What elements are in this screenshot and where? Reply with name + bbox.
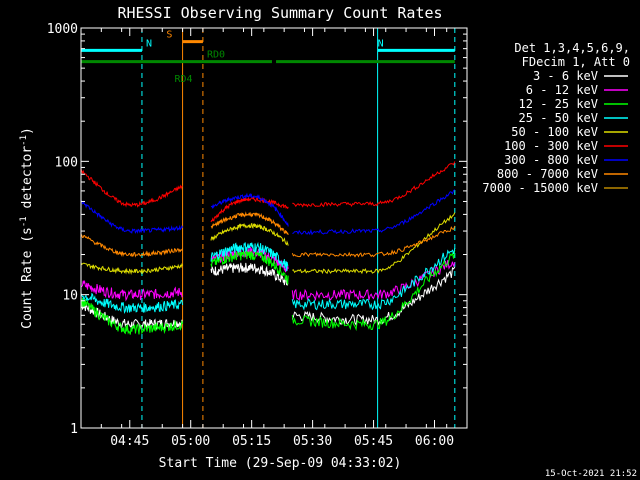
- axes-layer: 1 10 100 1000 04:45 05:00 05:15 05:30 05:45 06:00: [47, 22, 468, 449]
- legend-label-5: 100 - 300 keV: [504, 139, 598, 153]
- legend-label-0: 3 - 6 keV: [533, 69, 598, 83]
- y-axis-label-part2: detector: [20, 146, 35, 217]
- y-axis-label-part1: Count Rate (s: [20, 227, 35, 329]
- flag-label-2: S: [166, 30, 172, 41]
- series-5-segment-1: [210, 195, 289, 223]
- legend: Det 1,3,4,5,6,9, FDecim 1, Att 0 3 - 6 k…: [482, 41, 630, 195]
- series-2-segment-0: [80, 297, 184, 335]
- y-axis-label-sup1: -1: [19, 216, 29, 227]
- legend-label-8: 7000 - 15000 keV: [482, 181, 598, 195]
- x-tick-label-0: 04:45: [110, 434, 149, 449]
- series-6-segment-0: [80, 199, 184, 235]
- plot-layer: N N S RD0 RD4: [80, 28, 456, 428]
- x-tick-label-3: 05:30: [293, 434, 332, 449]
- y-tick-label-3: 1000: [47, 22, 78, 37]
- footer-timestamp: 15-Oct-2021 21:52: [545, 469, 637, 479]
- x-tick-label-2: 05:15: [232, 434, 271, 449]
- flag-label-1: N: [378, 38, 384, 49]
- series-4-segment-2: [292, 212, 456, 275]
- y-axis-label-part3: ): [20, 127, 35, 135]
- series-0-segment-2: [291, 266, 456, 327]
- legend-label-7: 800 - 7000 keV: [497, 167, 598, 181]
- series-6-segment-2: [292, 189, 456, 236]
- series-5-segment-0: [80, 168, 183, 208]
- series-3-segment-1: [210, 241, 289, 272]
- y-tick-label-1: 10: [62, 289, 78, 304]
- series-7-segment-0: [80, 234, 184, 258]
- flag-label-5: RD4: [174, 74, 192, 85]
- series-4-segment-0: [80, 262, 184, 275]
- series-3-segment-0: [80, 292, 184, 314]
- series-0-segment-1: [210, 262, 289, 286]
- legend-label-3: 25 - 50 keV: [519, 111, 598, 125]
- legend-header-2: FDecim 1, Att 0: [522, 55, 630, 69]
- x-tick-label-5: 06:00: [415, 434, 454, 449]
- legend-label-1: 6 - 12 keV: [526, 83, 598, 97]
- series-3-segment-2: [291, 247, 456, 311]
- plot-frame: [80, 27, 468, 429]
- series-2-segment-1: [210, 250, 289, 286]
- x-axis-label: Start Time (29-Sep-09 04:33:02): [159, 456, 402, 471]
- legend-label-4: 50 - 100 keV: [511, 125, 598, 139]
- legend-label-2: 12 - 25 keV: [519, 97, 598, 111]
- chart-title: RHESSI Observing Summary Count Rates: [117, 4, 442, 22]
- y-axis-label-sup2: -1: [19, 135, 29, 146]
- legend-header-1: Det 1,3,4,5,6,9,: [514, 41, 630, 55]
- series-7-segment-2: [291, 225, 456, 258]
- series-7-segment-1: [210, 211, 289, 236]
- x-tick-label-1: 05:00: [171, 434, 210, 449]
- x-tick-label-4: 05:45: [354, 434, 393, 449]
- flag-label-3: RD0: [207, 50, 225, 61]
- series-1-segment-0: [80, 279, 183, 302]
- flag-label-0: N: [146, 38, 152, 49]
- series-4-segment-1: [210, 222, 289, 246]
- series-6-segment-1: [210, 192, 289, 227]
- series-2-segment-2: [291, 249, 456, 332]
- y-tick-label-0: 1: [70, 422, 78, 437]
- legend-label-6: 300 - 800 keV: [504, 153, 598, 167]
- y-tick-label-2: 100: [55, 155, 78, 170]
- y-axis-label: Count Rate (s-1 detector-1): [19, 127, 35, 329]
- series-5-segment-2: [292, 161, 456, 208]
